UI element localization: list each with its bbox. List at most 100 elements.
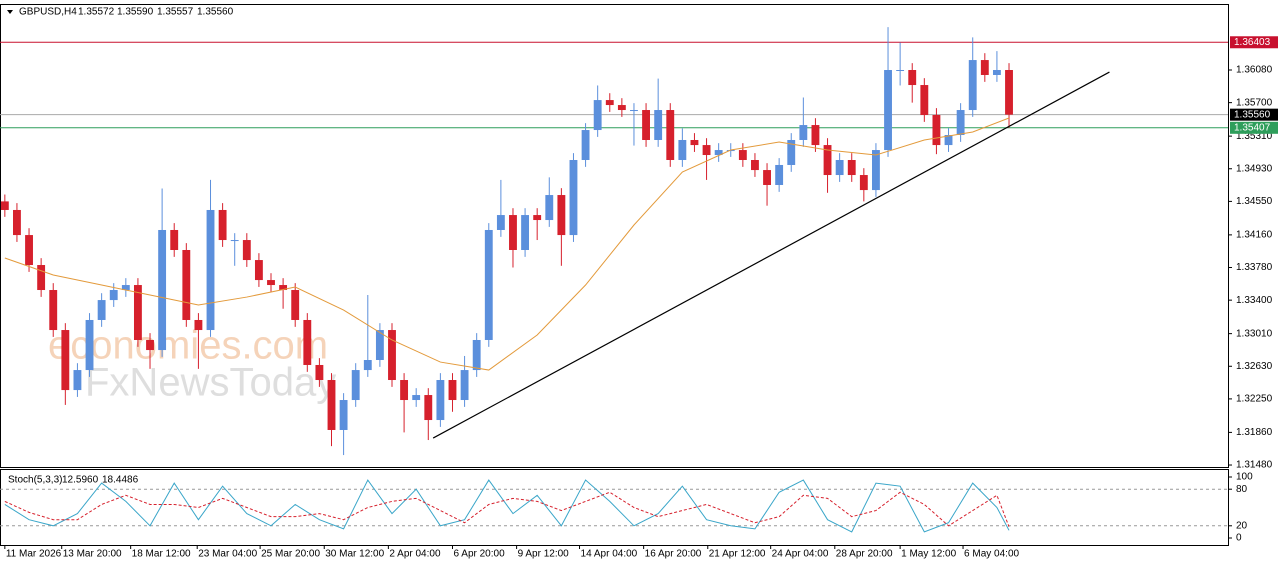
candle-body (666, 110, 675, 161)
candle-body (980, 60, 989, 75)
stoch-value: 18.4486 (102, 475, 139, 486)
stoch-line (4, 491, 1010, 527)
x-tick-label: 28 Apr 20:00 (836, 549, 893, 560)
candle-body (267, 280, 275, 286)
candle-body (859, 175, 868, 191)
ohlc-label: 1.35572 (78, 7, 115, 18)
y-tick-label: 1.31480 (1236, 460, 1273, 471)
moving-average (4, 117, 1010, 371)
candle-body (484, 229, 493, 340)
y-tick-label: 1.36080 (1236, 65, 1273, 76)
candle-body (872, 150, 880, 191)
y-tick-label: 80 (1236, 484, 1248, 495)
stoch-title: Stoch(5,3,3) (8, 475, 62, 486)
y-tick-label: 1.35310 (1236, 131, 1273, 142)
price-label: 1.36403 (1234, 37, 1271, 48)
candle-body (944, 135, 953, 146)
candle-body (545, 195, 554, 221)
candle-body (133, 285, 142, 340)
candle-body (146, 339, 154, 351)
candle-body (412, 395, 421, 401)
candle-body (968, 60, 977, 111)
x-tick-label: 11 Mar 2026 (6, 549, 62, 560)
x-tick-label: 18 Mar 12:00 (132, 549, 191, 560)
candle-body (182, 249, 191, 320)
y-tick-label: 1.34160 (1236, 230, 1273, 241)
candle-body (230, 240, 239, 242)
x-tick-label: 21 Apr 12:00 (709, 549, 766, 560)
candle-body (85, 319, 94, 371)
candle-body (884, 70, 892, 151)
y-tick-label: 1.35700 (1236, 97, 1273, 108)
candle-body (206, 209, 215, 331)
candle-body (388, 330, 396, 381)
x-tick-label: 14 Apr 04:00 (581, 549, 638, 560)
candle-body (642, 110, 650, 140)
candle-body (811, 125, 820, 146)
candle-body (678, 139, 687, 161)
candle-body (37, 265, 46, 291)
stoch-line (4, 479, 1010, 533)
candle-body (61, 330, 70, 391)
candle-body (896, 70, 905, 72)
candle-body (1005, 70, 1013, 115)
candle-body (25, 235, 33, 266)
candle-body (593, 100, 602, 131)
candle-body (775, 164, 784, 185)
candle-body (605, 100, 614, 106)
x-tick-label: 13 Mar 20:00 (63, 549, 122, 560)
main-panel (0, 4, 1229, 468)
candle-body (327, 380, 336, 430)
candle-body (823, 145, 832, 176)
x-tick-label: 23 Mar 04:00 (198, 549, 257, 560)
candle-body (0, 201, 9, 210)
candle-body (690, 139, 699, 146)
candle-body (242, 240, 251, 261)
candle-body (351, 370, 360, 401)
y-tick-label: 1.33010 (1236, 328, 1273, 339)
candle-body (521, 215, 530, 250)
y-tick-label: 1.31860 (1236, 427, 1273, 438)
stoch-panel (0, 469, 1229, 546)
price-label-box (1230, 108, 1278, 121)
candle-body (279, 285, 288, 291)
y-tick-label: 100 (1236, 472, 1253, 483)
candle-body (73, 370, 82, 391)
y-tick-label: 1.32630 (1236, 361, 1273, 372)
candle-body (375, 330, 384, 361)
candle-body (751, 160, 759, 171)
candle-body (315, 364, 324, 381)
x-tick-label: 24 Apr 04:00 (772, 549, 829, 560)
price-label: 1.35407 (1234, 122, 1271, 133)
candle-body (218, 209, 227, 241)
candle-body (121, 285, 130, 291)
menu-arrow[interactable] (7, 10, 13, 14)
candle-body (617, 105, 626, 111)
y-tick-label: 1.34930 (1236, 163, 1273, 174)
candle-body (932, 115, 941, 146)
y-tick-label: 0 (1236, 533, 1242, 544)
candle-body (533, 215, 542, 221)
candle-body (363, 360, 372, 371)
candle-body (472, 339, 481, 371)
watermark-text: FxNewsToday (85, 361, 336, 405)
ohlc-label: 1.35560 (197, 7, 234, 18)
candle-body (956, 110, 965, 136)
x-tick-label: 1 May 12:00 (901, 549, 956, 560)
candle-body (291, 290, 300, 320)
candle-body (787, 139, 796, 165)
candle-body (109, 290, 118, 301)
y-tick-label: 20 (1236, 520, 1248, 531)
candle-body (496, 215, 505, 230)
y-tick-label: 1.33400 (1236, 295, 1273, 306)
candle-body (569, 160, 578, 236)
candle-body (194, 319, 203, 331)
y-tick-label: 1.34550 (1236, 196, 1273, 207)
candle-body (400, 380, 409, 401)
candle-body (158, 229, 167, 351)
candle-body (920, 85, 929, 116)
candle-body (97, 300, 106, 320)
candle-body (460, 370, 469, 401)
candle-body (170, 229, 179, 250)
